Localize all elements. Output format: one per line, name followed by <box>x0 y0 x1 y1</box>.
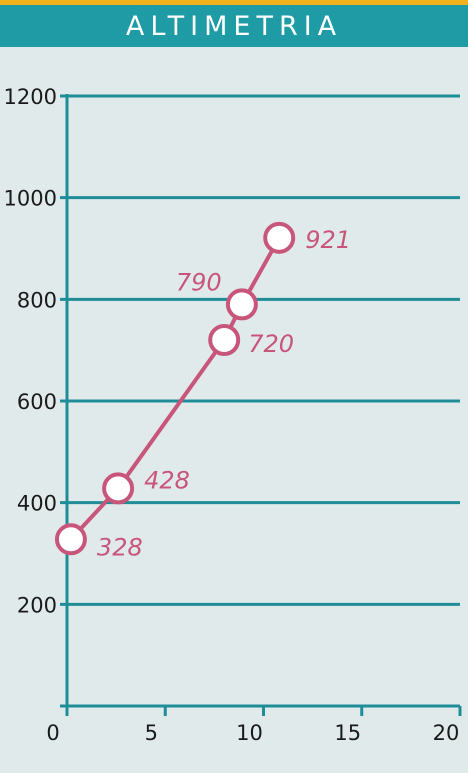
x-tick-label: 20 <box>433 721 460 745</box>
data-label: 428 <box>144 466 190 494</box>
data-point <box>54 523 87 556</box>
data-point <box>102 472 135 505</box>
y-tick-label: 1200 <box>4 85 57 109</box>
grid <box>60 94 460 606</box>
data-label: 328 <box>97 533 143 561</box>
data-point <box>225 288 258 321</box>
altimetry-chart: 200 400 600 800 1000 1200 0 5 10 15 20 328 428 720 79… <box>4 85 462 745</box>
axes: 200 400 600 800 1000 1200 0 5 10 15 20 <box>4 85 462 745</box>
data-point <box>263 221 296 254</box>
x-tick-label: 15 <box>334 721 361 745</box>
chart-title: ALTIMETRIA <box>0 5 468 47</box>
data-point <box>208 324 241 356</box>
y-tick-label: 1000 <box>4 187 57 211</box>
y-tick-label: 800 <box>17 288 57 312</box>
x-tick-label: 0 <box>46 721 59 745</box>
data-labels: 328 428 720 790 921 <box>97 226 351 561</box>
data-label: 790 <box>176 268 222 296</box>
y-tick-label: 400 <box>17 492 57 516</box>
data-label: 720 <box>248 330 294 358</box>
data-label: 921 <box>305 226 351 254</box>
y-tick-label: 600 <box>17 390 57 414</box>
series <box>54 221 296 556</box>
accent-bar <box>0 0 468 5</box>
y-tick-label: 200 <box>17 593 57 617</box>
x-tick-label: 10 <box>236 721 263 745</box>
x-tick-label: 5 <box>145 721 158 745</box>
